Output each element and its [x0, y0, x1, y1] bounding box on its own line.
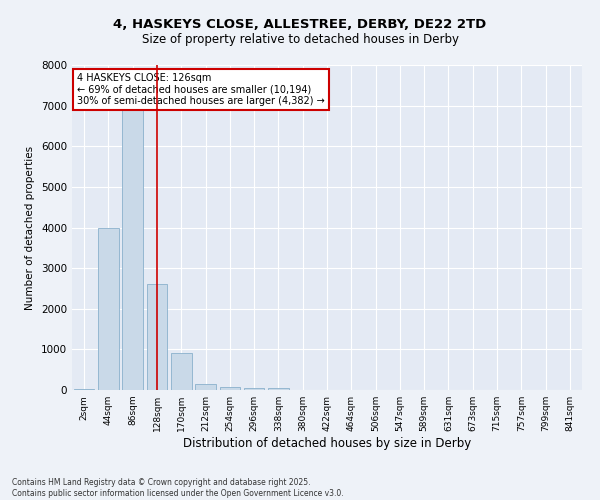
Bar [268, 388, 289, 390]
Bar [98, 228, 119, 390]
Text: 4 HASKEYS CLOSE: 126sqm
← 69% of detached houses are smaller (10,194)
30% of sem: 4 HASKEYS CLOSE: 126sqm ← 69% of detache… [77, 73, 325, 106]
Text: 4, HASKEYS CLOSE, ALLESTREE, DERBY, DE22 2TD: 4, HASKEYS CLOSE, ALLESTREE, DERBY, DE22… [113, 18, 487, 30]
Text: Contains HM Land Registry data © Crown copyright and database right 2025.
Contai: Contains HM Land Registry data © Crown c… [12, 478, 344, 498]
Bar [74, 389, 94, 390]
Bar [195, 384, 216, 390]
Bar [146, 284, 167, 390]
Y-axis label: Number of detached properties: Number of detached properties [25, 146, 35, 310]
Bar [122, 86, 143, 390]
X-axis label: Distribution of detached houses by size in Derby: Distribution of detached houses by size … [183, 437, 471, 450]
Bar [244, 388, 265, 390]
Bar [171, 354, 191, 390]
Text: Size of property relative to detached houses in Derby: Size of property relative to detached ho… [142, 32, 458, 46]
Bar [220, 387, 240, 390]
